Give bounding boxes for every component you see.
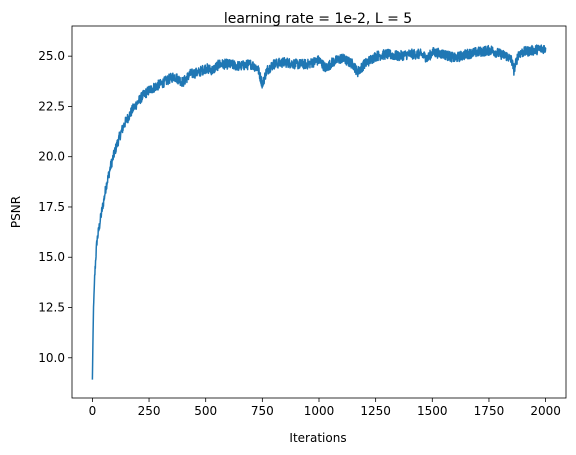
x-tick-label: 0 [89, 404, 97, 418]
psnr-series-line [91, 44, 547, 380]
x-axis-label: Iterations [289, 431, 346, 445]
y-tick-label: 15.0 [38, 250, 65, 264]
y-tick-label: 12.5 [38, 301, 65, 315]
y-tick-label: 22.5 [38, 99, 65, 113]
y-axis: 10.0 12.5 15.0 17.5 20.0 22.5 25.0 [38, 49, 72, 365]
x-tick-label: 1750 [474, 404, 505, 418]
x-axis: 0 250 500 750 1000 1250 1500 1750 2000 [89, 398, 561, 418]
x-tick-label: 1250 [360, 404, 391, 418]
y-tick-label: 20.0 [38, 150, 65, 164]
x-tick-label: 750 [251, 404, 274, 418]
chart-title: learning rate = 1e-2, L = 5 [224, 11, 412, 27]
x-tick-label: 1000 [304, 404, 335, 418]
x-tick-label: 1500 [417, 404, 448, 418]
y-tick-label: 10.0 [38, 351, 65, 365]
plot-area [91, 44, 547, 380]
x-tick-label: 500 [194, 404, 217, 418]
y-tick-label: 17.5 [38, 200, 65, 214]
x-tick-label: 250 [138, 404, 161, 418]
y-tick-label: 25.0 [38, 49, 65, 63]
y-axis-label: PSNR [9, 196, 23, 228]
x-tick-label: 2000 [530, 404, 561, 418]
